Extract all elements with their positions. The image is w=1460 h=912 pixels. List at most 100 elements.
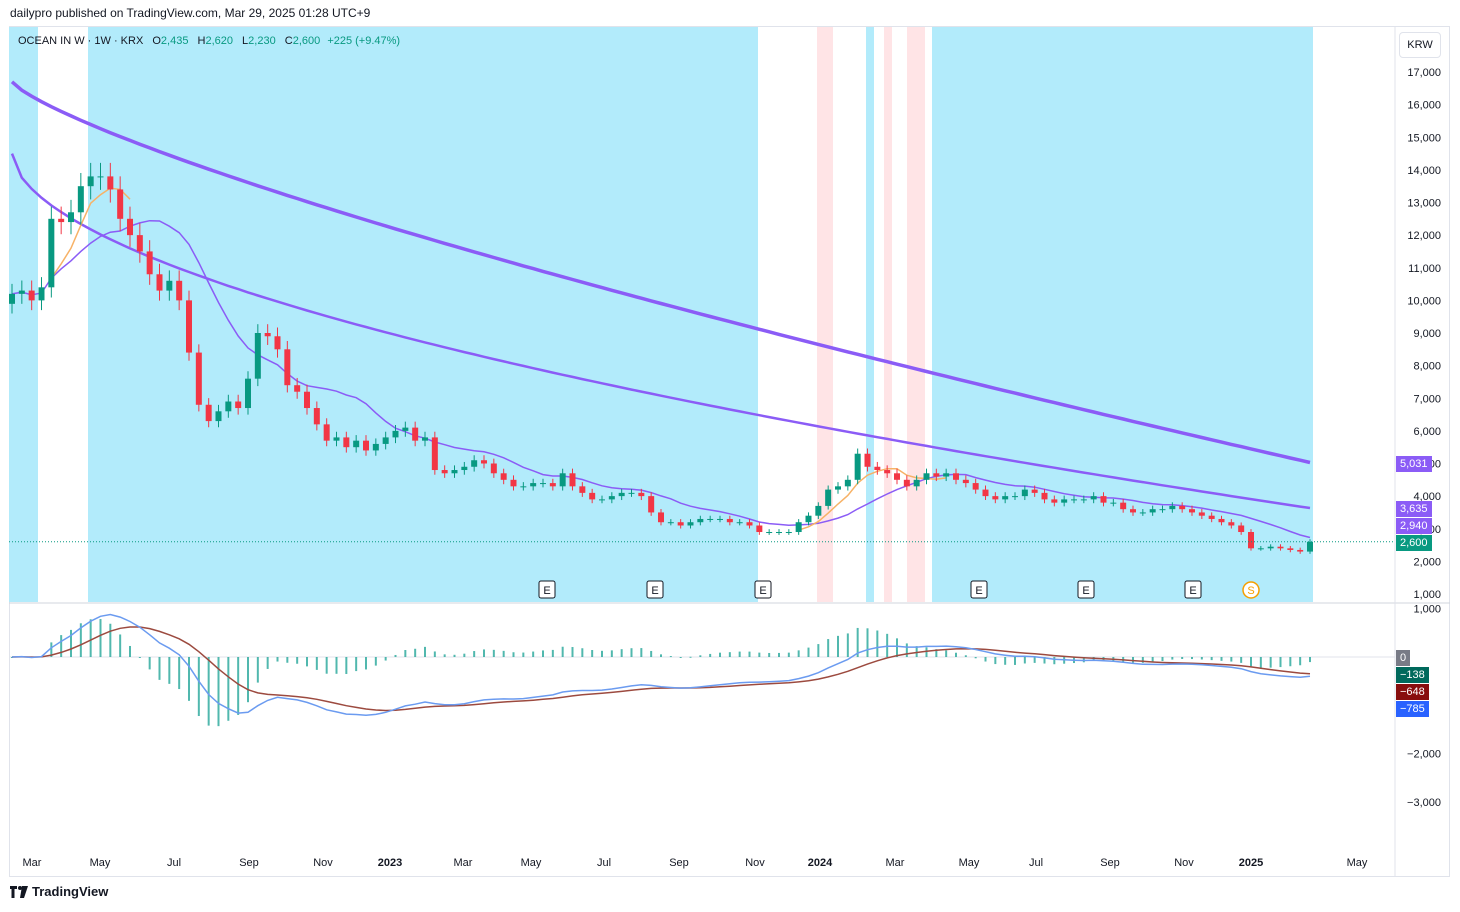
candle-body [294,385,301,392]
candle-body [412,427,419,441]
candle-body [894,473,900,480]
macd-histogram-bar [1033,657,1036,663]
candle-body [402,427,409,431]
price-tick-label: 1,000 [1413,589,1441,601]
time-tick-label: May [1347,857,1368,869]
candle-body [933,473,940,477]
candle-body [156,274,163,291]
highlight-band-0 [817,27,833,602]
candle-body [687,522,694,526]
candle-body [235,401,242,409]
candle-body [923,473,930,480]
macd-histogram-bar [1259,657,1262,668]
earnings-marker-box [1184,580,1202,599]
candle-body [353,440,360,448]
ma-mid-line [10,153,1311,510]
candle-body [471,460,478,467]
candle-body [658,512,664,523]
earnings-marker-box [970,580,988,599]
macd-histogram-bar [640,648,643,657]
candle-body [1041,492,1048,500]
candle-body [225,401,232,412]
macd-histogram-bar [709,653,712,657]
candle-body [1071,499,1077,501]
candle-body [599,499,605,501]
candle-body [785,532,792,534]
split-marker-circle [1242,581,1260,599]
candle-body [1149,509,1156,513]
candle-body [1012,496,1018,498]
candle-body [943,473,950,477]
macd-pane: 1,000 −2,000 −3,000 [9,604,1441,809]
change-value: +225 (+9.47%) [327,35,401,47]
macd-histogram-bar [876,630,879,657]
macd-histogram-bar [473,651,476,657]
candle-body [559,473,566,487]
candle-body [500,473,507,480]
price-tick-label: 4,000 [1413,491,1441,503]
macd-histogram-bar [699,655,702,657]
earnings-marker-box [646,580,664,599]
macd-histogram-bar [266,657,269,669]
macd-histogram-bar [463,653,466,657]
time-tick-label: May [90,857,111,869]
candle-body [274,336,281,350]
candle-body [608,496,615,500]
earnings-marker-label: E [651,585,658,597]
macd-histogram-bar [571,647,574,657]
tradingview-logo[interactable]: TradingView [10,884,108,899]
macd-histogram-bar [89,619,92,657]
candle-body [982,489,989,497]
candle-body [1051,499,1058,503]
macd-histogram-bar [374,657,377,666]
macd-histogram-bar [453,654,456,657]
publish-header: dailypro published on TradingView.com, M… [10,6,371,20]
candle-body [1238,525,1245,533]
candle-body [530,483,537,487]
candle-body [58,218,65,223]
macd-histogram-bar [148,657,151,670]
macd-histogram-bar [315,657,318,670]
macd-histogram-bar [197,657,200,717]
macd-zero-badge: 0 [1396,650,1411,666]
price-tick-label: 12,000 [1407,230,1441,242]
highlight-band-1 [884,27,892,602]
earnings-marker: E [970,580,988,599]
split-marker-label: S [1247,585,1254,597]
symbol-legend: OCEAN IN W · 1W · KRX O2,435 H2,620 L2,2… [18,35,401,47]
candle-body [254,333,261,379]
macd-histogram-bar [1289,657,1292,667]
macd-histogram-bar [837,635,839,657]
macd-histogram-bar [1279,657,1282,668]
candle-body [1297,549,1304,552]
macd-histogram-bar [532,651,535,657]
macd-histogram-bar [984,657,987,662]
candle-body [245,378,251,409]
macd-histogram-bar [1082,657,1085,663]
macd-histogram-bar [846,633,849,657]
macd-histogram-bar [1151,657,1154,662]
candle-body [795,522,802,533]
macd-histogram-bar [896,638,898,657]
candle-body [1031,489,1038,493]
tradingview-icon [10,885,28,898]
earnings-marker-box [1077,580,1095,599]
currency-button[interactable]: KRW [1399,32,1441,58]
candle-body [146,251,153,275]
candle-body [284,349,291,386]
candle-body [825,489,832,506]
macd-histogram-bar [345,657,348,674]
earnings-marker: E [538,580,556,599]
candle-body [520,486,527,488]
time-tick-label: Mar [23,857,42,869]
symbol-name: OCEAN IN W · 1W · KRX [18,35,144,47]
macd-tick-label: 1,000 [1413,604,1441,616]
macd-histogram-bar [955,652,957,657]
candle-body [1061,499,1068,503]
candle-body [1021,489,1028,497]
candle-body [1228,522,1235,526]
price-tick-label: 15,000 [1407,132,1441,144]
macd-histogram-bar [925,647,928,657]
macd-histogram-bar [778,652,780,657]
